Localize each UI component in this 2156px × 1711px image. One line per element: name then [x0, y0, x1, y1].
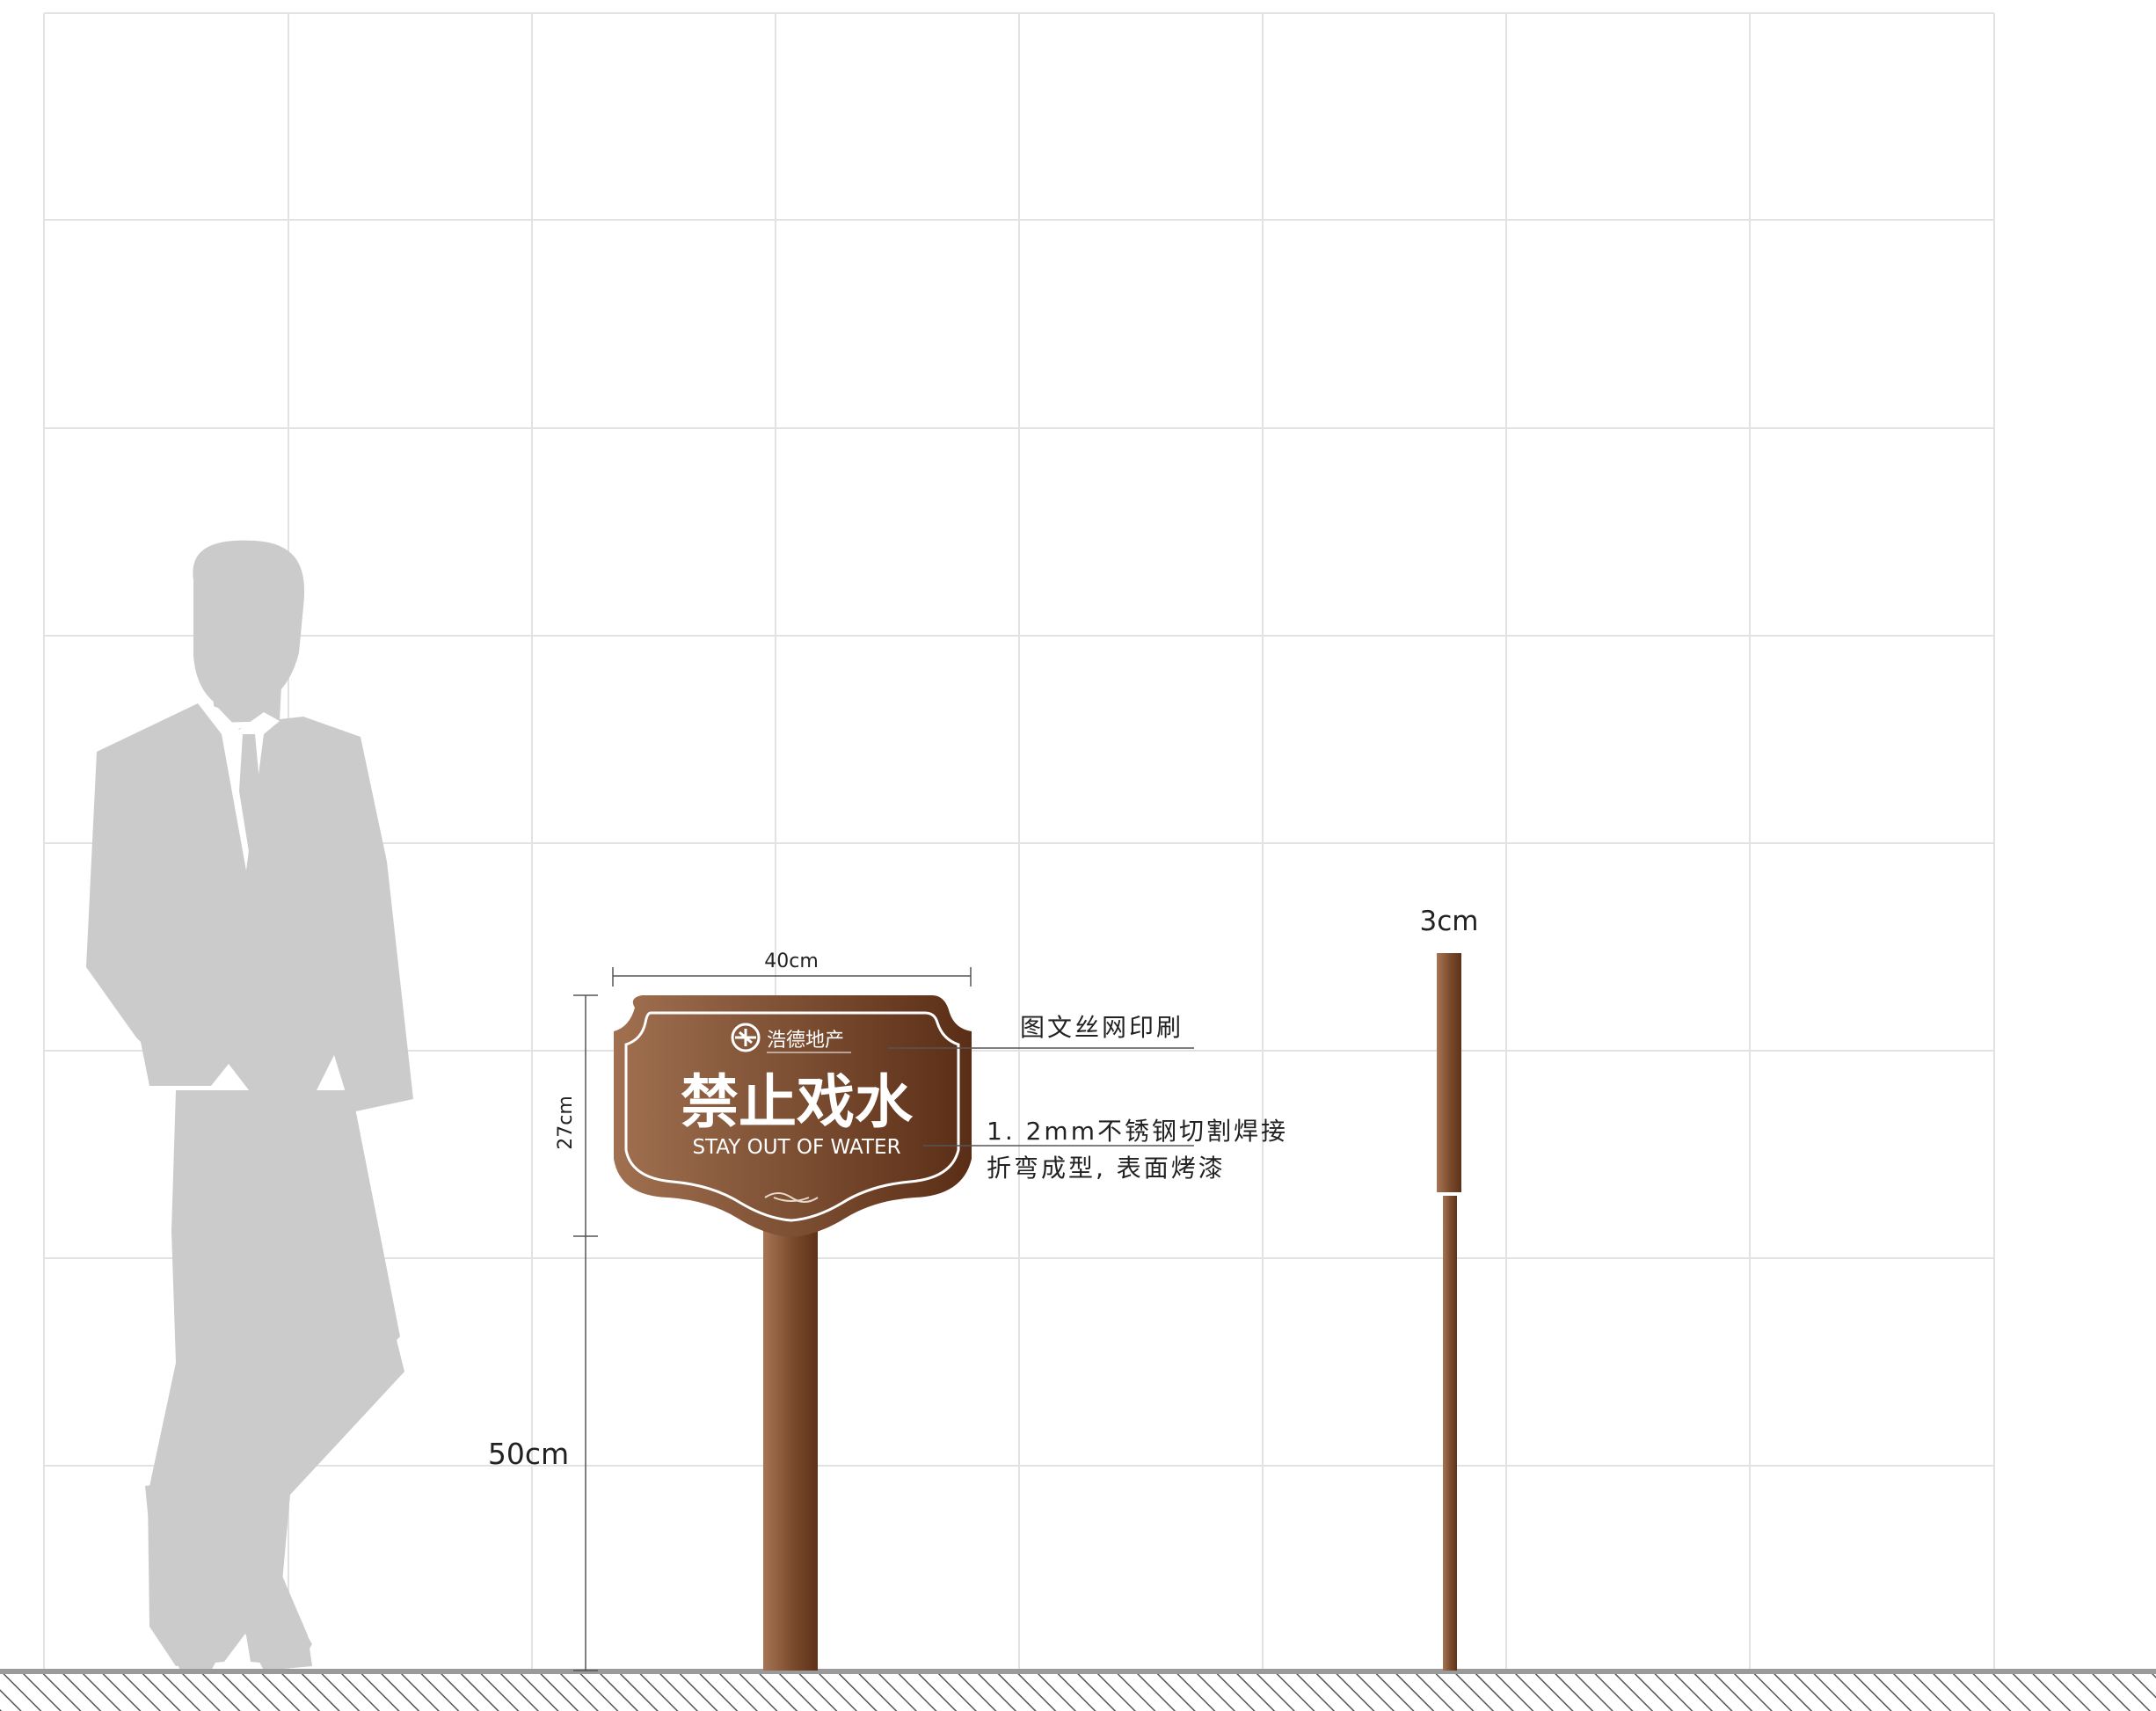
panel-height-label: 27cm: [555, 1096, 577, 1150]
brand-name: 浩德地产: [767, 1030, 844, 1052]
background-grid: [43, 12, 1995, 1671]
post-height-label: 50cm: [488, 1437, 569, 1471]
sign-panel: [614, 995, 972, 1237]
post-side-view: [1437, 953, 1461, 1671]
dimension-lines: [573, 967, 1194, 1671]
sign-panel-border: [624, 1011, 960, 1222]
post-diameter-label: 3cm: [1420, 906, 1479, 937]
ornament-flourish: [764, 1192, 819, 1203]
person-silhouette: [86, 540, 413, 1671]
material-note-line1: 1. 2mm不锈钢切割焊接: [987, 1117, 1288, 1146]
printing-note: 图文丝网印刷: [1020, 1013, 1184, 1042]
width-label: 40cm: [764, 950, 819, 972]
sign-post: [763, 1227, 818, 1671]
sign-subtitle: STAY OUT OF WATER: [692, 1136, 900, 1159]
sign-title: 禁止戏水: [681, 1067, 914, 1136]
brand-logo-icon: [731, 1023, 761, 1052]
material-note-line2: 折弯成型, 表面烤漆: [987, 1154, 1226, 1183]
sign: 浩德地产 禁止戏水 STAY OUT OF WATER: [614, 995, 972, 1671]
ground-line: [0, 1669, 2156, 1711]
shirt-collar: [199, 702, 280, 870]
